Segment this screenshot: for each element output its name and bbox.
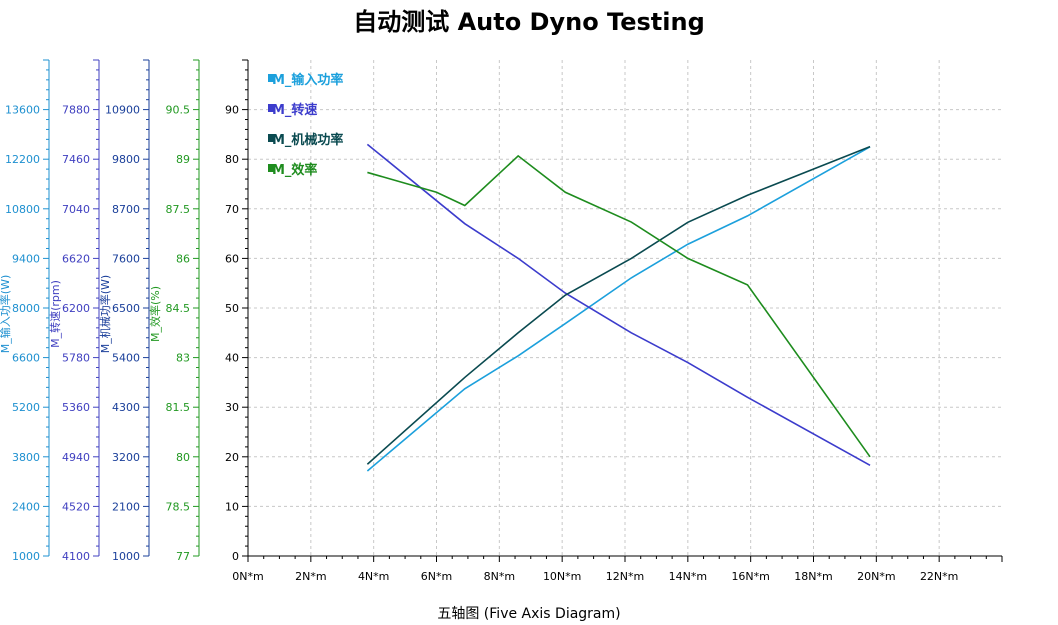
legend-swatch-1	[268, 74, 274, 82]
series-line-3	[366, 145, 871, 465]
x-tick-label: 2N*m	[295, 570, 326, 583]
main-y-tick-label: 70	[225, 203, 239, 216]
main-y-tick-label: 60	[225, 252, 239, 265]
y-axis-tick-label-4: 89	[176, 153, 190, 166]
x-tick-label: 8N*m	[484, 570, 515, 583]
y-axis-tick-label-2: 4520	[62, 500, 90, 513]
y-axis-tick-label-1: 6600	[12, 352, 40, 365]
legend-label-4: M_效率	[272, 162, 317, 178]
main-y-tick-label: 0	[232, 550, 239, 563]
x-tick-label: 14N*m	[669, 570, 707, 583]
x-tick-label: 6N*m	[421, 570, 452, 583]
y-axis-tick-label-4: 80	[176, 451, 190, 464]
main-y-tick-label: 20	[225, 451, 239, 464]
legend-label-2: M_转速	[272, 102, 317, 118]
y-axis-tick-label-1: 3800	[12, 451, 40, 464]
x-tick-label: 12N*m	[606, 570, 644, 583]
y-axis-tick-label-2: 5360	[62, 401, 90, 414]
y-axis-tick-label-4: 84.5	[166, 302, 191, 315]
y-axis-tick-label-2: 4940	[62, 451, 90, 464]
y-axis-title-2: M_转速(rpm)	[48, 280, 62, 348]
series-line-2	[366, 143, 871, 467]
y-axis-tick-label-2: 6200	[62, 302, 90, 315]
y-axis-tick-label-4: 87.5	[166, 203, 191, 216]
x-tick-label: 18N*m	[794, 570, 832, 583]
y-axis-tick-label-4: 77	[176, 550, 190, 563]
y-axis-tick-label-4: 78.5	[166, 500, 191, 513]
series-line-4	[367, 154, 871, 458]
y-axis-tick-label-3: 2100	[112, 500, 140, 513]
y-axis-tick-label-1: 5200	[12, 401, 40, 414]
x-axis-label: 五轴图 (Five Axis Diagram)	[437, 606, 621, 622]
y-axis-tick-label-1: 13600	[5, 104, 40, 117]
main-y-tick-label: 90	[225, 104, 239, 117]
x-tick-label: 0N*m	[232, 570, 263, 583]
y-axis-tick-label-1: 9400	[12, 252, 40, 265]
main-y-tick-label: 80	[225, 153, 239, 166]
y-axis-tick-label-2: 6620	[62, 252, 90, 265]
y-axis-tick-label-3: 9800	[112, 153, 140, 166]
y-axis-tick-label-3: 4300	[112, 401, 140, 414]
y-axis-tick-label-2: 7460	[62, 153, 90, 166]
main-y-tick-label: 40	[225, 352, 239, 365]
series-line-1	[366, 146, 871, 472]
y-axis-tick-label-3: 6500	[112, 302, 140, 315]
x-tick-label: 4N*m	[358, 570, 389, 583]
y-axis-tick-label-3: 3200	[112, 451, 140, 464]
x-tick-label: 22N*m	[920, 570, 958, 583]
y-axis-title-1: M_输入功率(W)	[0, 275, 12, 353]
y-axis-tick-label-3: 10900	[105, 104, 140, 117]
y-axis-tick-label-2: 4100	[62, 550, 90, 563]
legend-swatch-3	[268, 134, 274, 142]
x-tick-label: 16N*m	[731, 570, 769, 583]
x-tick-label: 20N*m	[857, 570, 895, 583]
main-y-tick-label: 50	[225, 302, 239, 315]
y-axis-tick-label-1: 12200	[5, 153, 40, 166]
y-axis-tick-label-1: 10800	[5, 203, 40, 216]
main-y-tick-label: 30	[225, 401, 239, 414]
x-tick-label: 10N*m	[543, 570, 581, 583]
y-axis-tick-label-1: 2400	[12, 500, 40, 513]
y-axis-title-3: M_机械功率(W)	[98, 275, 112, 353]
y-axis-tick-label-4: 81.5	[166, 401, 191, 414]
legend-label-1: M_输入功率	[272, 72, 343, 88]
legend-swatch-4	[268, 164, 274, 172]
y-axis-tick-label-2: 7040	[62, 203, 90, 216]
y-axis-tick-label-4: 83	[176, 352, 190, 365]
legend-label-3: M_机械功率	[272, 132, 343, 148]
y-axis-tick-label-3: 8700	[112, 203, 140, 216]
y-axis-tick-label-2: 7880	[62, 104, 90, 117]
y-axis-tick-label-1: 8000	[12, 302, 40, 315]
legend-swatch-2	[268, 104, 274, 112]
y-axis-tick-label-4: 86	[176, 252, 190, 265]
y-axis-tick-label-3: 1000	[112, 550, 140, 563]
y-axis-tick-label-1: 1000	[12, 550, 40, 563]
main-y-tick-label: 10	[225, 500, 239, 513]
y-axis-tick-label-3: 7600	[112, 252, 140, 265]
y-axis-tick-label-4: 90.5	[166, 104, 191, 117]
y-axis-tick-label-2: 5780	[62, 352, 90, 365]
y-axis-title-4: M_效率(%)	[148, 286, 162, 342]
chart-title: 自动测试 Auto Dyno Testing	[353, 8, 705, 36]
y-axis-tick-label-3: 5400	[112, 352, 140, 365]
